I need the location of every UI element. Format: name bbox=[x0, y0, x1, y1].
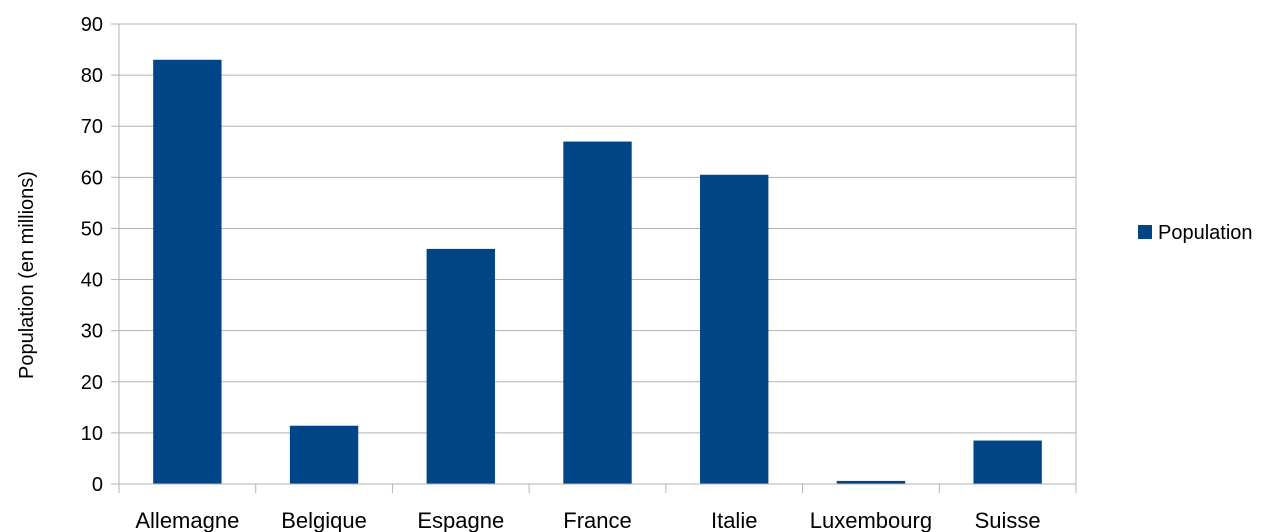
x-tick-label: France bbox=[563, 508, 631, 532]
y-tick-label: 30 bbox=[81, 321, 103, 343]
y-tick-label: 50 bbox=[81, 218, 103, 240]
x-axis bbox=[118, 483, 1077, 493]
legend-label: Population bbox=[1158, 222, 1253, 244]
y-tick-label: 20 bbox=[81, 372, 103, 394]
bars bbox=[153, 59, 1042, 485]
x-tick-label: Allemagne bbox=[135, 508, 239, 532]
y-tick-labels: 0 10 20 30 40 50 60 70 80 90 bbox=[81, 14, 103, 496]
x-tick-label: Suisse bbox=[975, 508, 1041, 532]
bar-suisse bbox=[973, 440, 1042, 484]
bar-luxembourg bbox=[836, 480, 906, 484]
y-axis-label: Population (en millions) bbox=[16, 171, 38, 379]
bar-allemagne bbox=[153, 59, 222, 485]
legend: Population bbox=[1138, 222, 1253, 244]
bar-italie bbox=[700, 174, 769, 484]
x-tick-label: Luxembourg bbox=[810, 508, 932, 532]
legend-swatch bbox=[1138, 225, 1152, 239]
x-tick-label: Belgique bbox=[281, 508, 367, 532]
x-tick-labels: Allemagne Belgique Espagne France Italie Luxe… bbox=[135, 508, 1040, 532]
bar-france bbox=[563, 141, 632, 485]
y-tick-label: 10 bbox=[81, 423, 103, 445]
y-tick-label: 60 bbox=[81, 167, 103, 189]
y-tick-label: 70 bbox=[81, 116, 103, 138]
y-tick-label: 90 bbox=[81, 14, 103, 36]
y-tick-label: 80 bbox=[81, 65, 103, 87]
y-tick-label: 0 bbox=[92, 474, 103, 496]
y-tick-label: 40 bbox=[81, 270, 103, 292]
x-tick-label: Italie bbox=[711, 508, 757, 532]
bar-espagne bbox=[426, 248, 495, 484]
bar-belgique bbox=[289, 425, 359, 484]
x-tick-label: Espagne bbox=[417, 508, 504, 532]
